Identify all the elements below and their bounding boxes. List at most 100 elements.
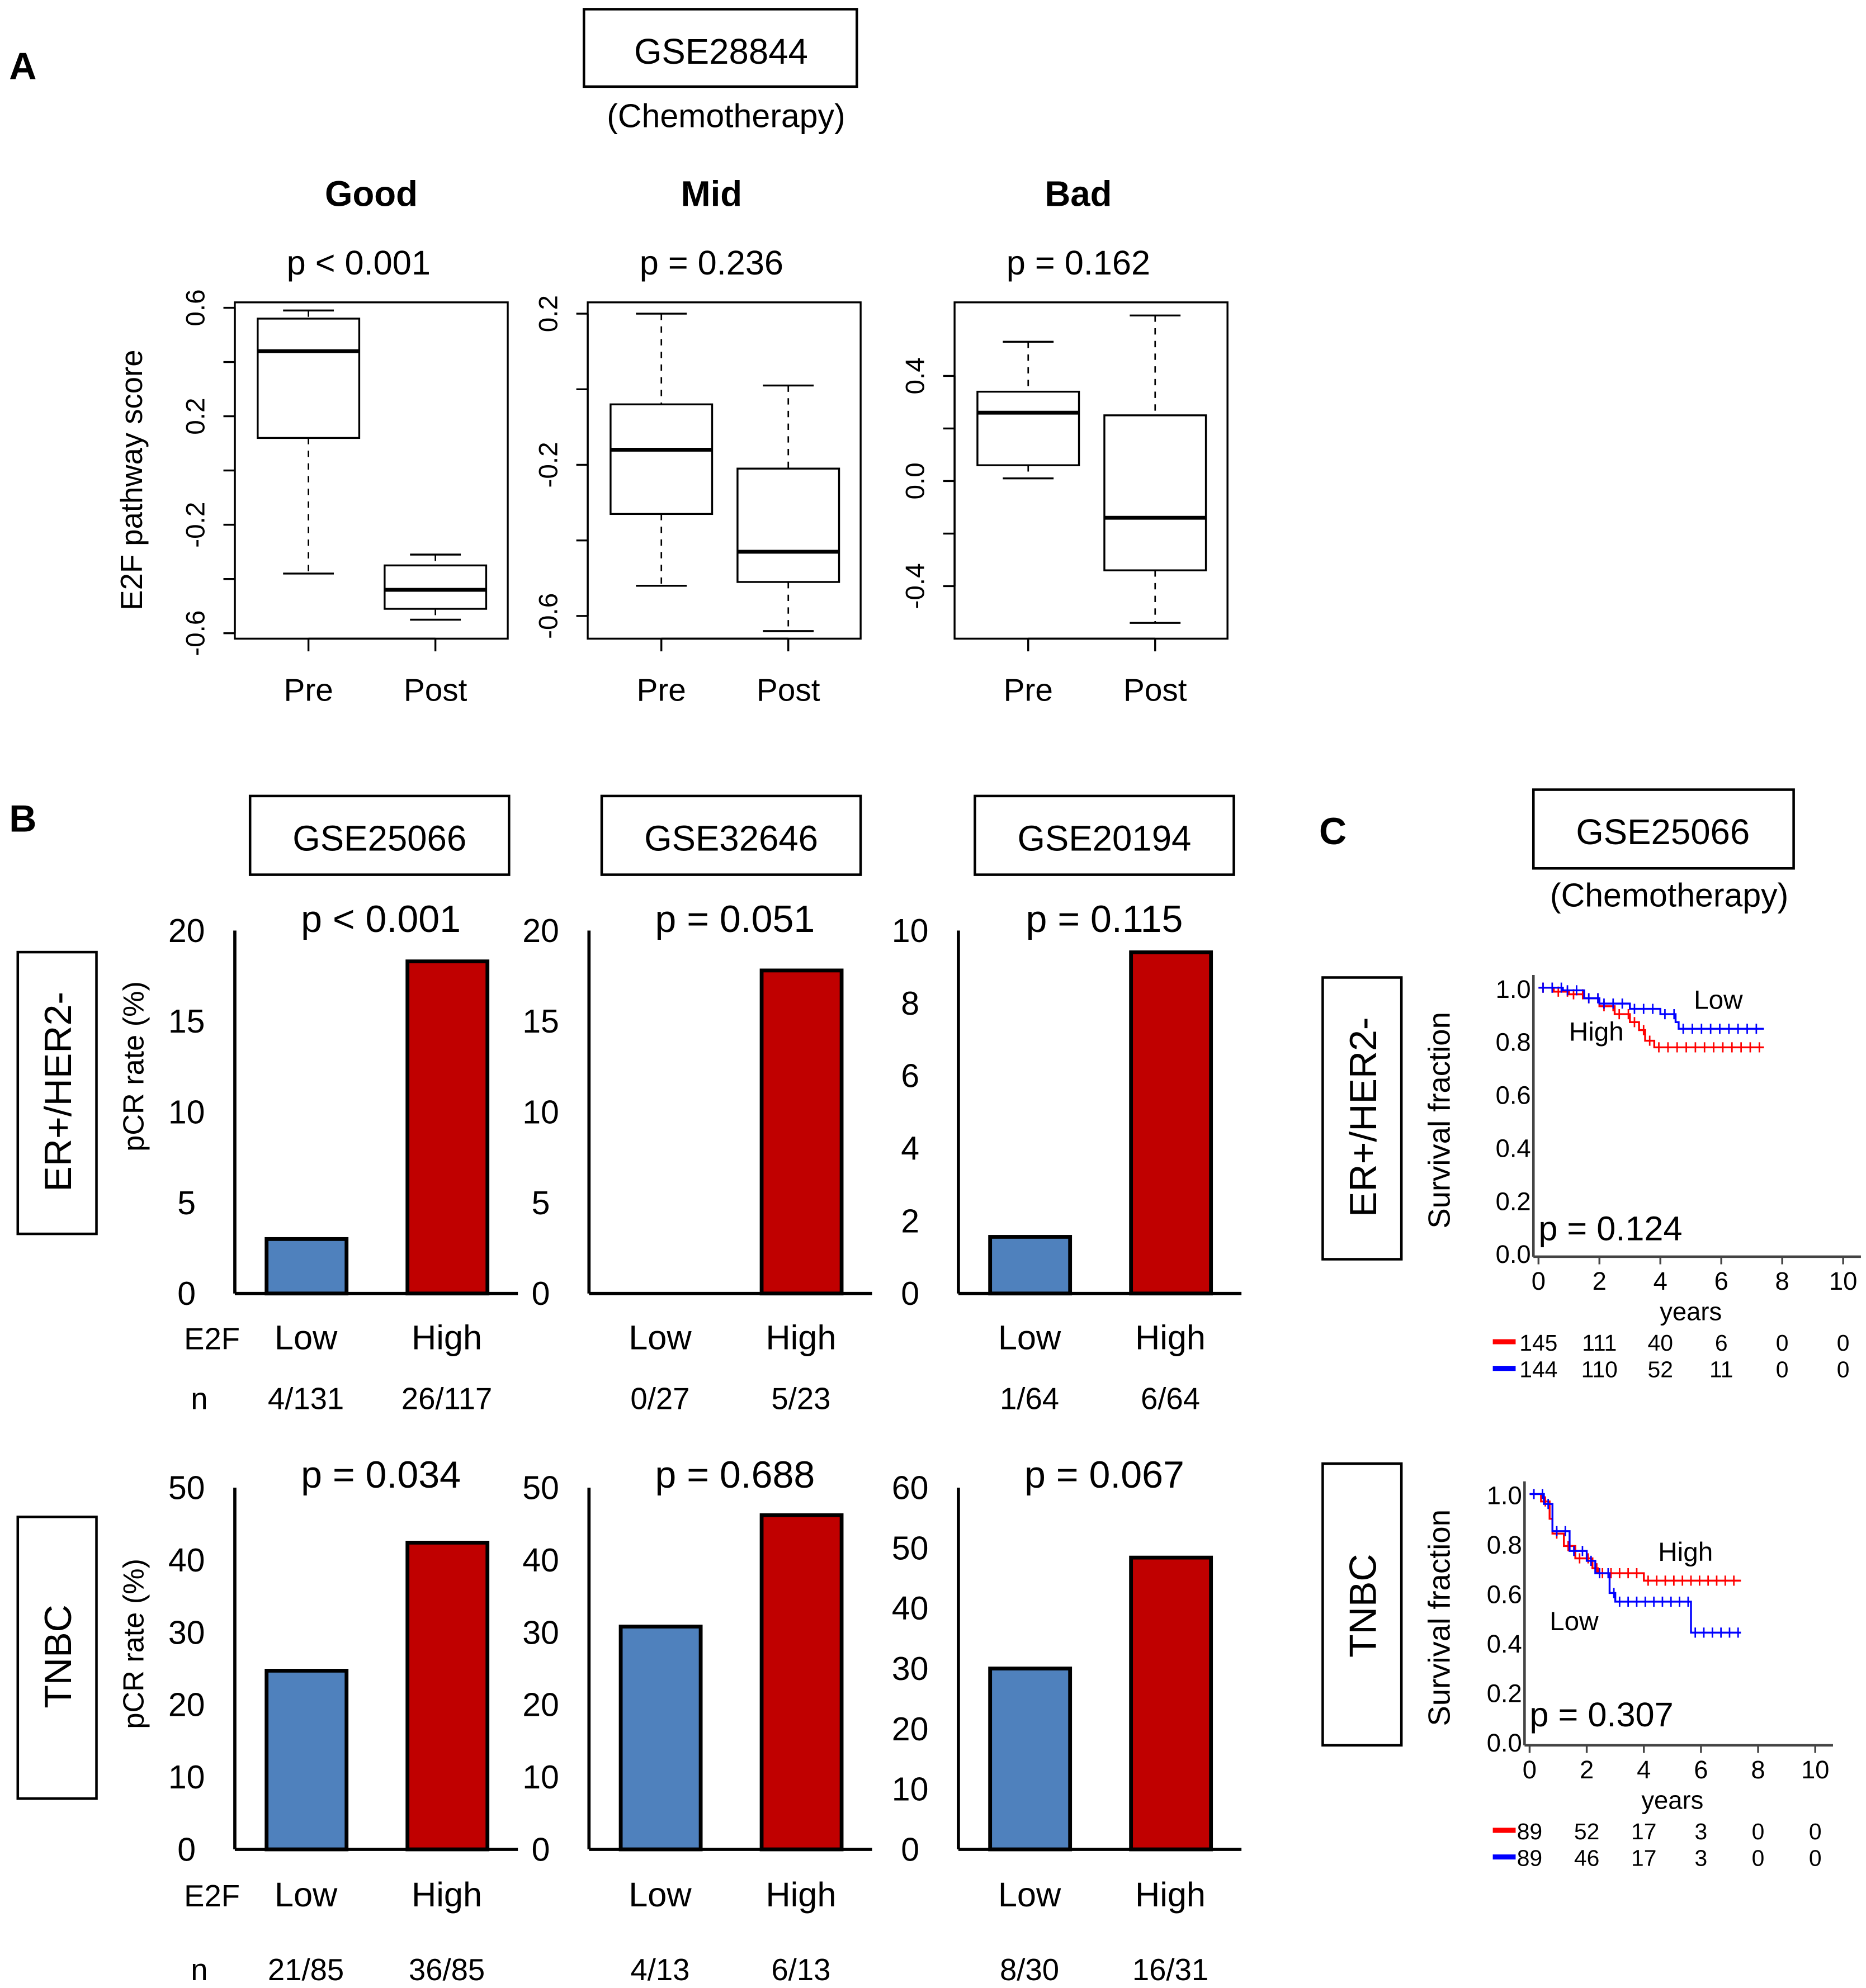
n-count: 6/64 [1141, 1381, 1200, 1416]
x-tick-label: 8 [1775, 1267, 1789, 1295]
n-label: n [191, 1953, 207, 1987]
y-tick-label: 0.6 [1496, 1081, 1531, 1110]
subtitle-a: (Chemotherapy) [607, 98, 845, 135]
y-tick-label: 0.2 [181, 397, 210, 434]
bar-low [988, 1235, 1073, 1296]
x-tick-label: Post [404, 673, 467, 708]
at-risk-count: 3 [1695, 1845, 1708, 1871]
x-category-label: Low [629, 1876, 692, 1914]
y-tick-label: 4 [901, 1130, 919, 1167]
dataset-box [600, 794, 862, 876]
x-tick-label: Pre [284, 673, 333, 708]
p-value: p < 0.001 [301, 898, 461, 940]
y-tick-label: 10 [892, 1771, 929, 1808]
y-tick-label: 0.2 [1496, 1187, 1531, 1215]
y-tick-label: 5 [532, 1185, 550, 1222]
box [610, 403, 714, 515]
row-label: ER+/HER2- [37, 992, 79, 1192]
y-tick-label: 10 [168, 1759, 205, 1796]
y-tick-label: 0 [901, 1831, 919, 1868]
km-curve-high [1529, 1493, 1741, 1582]
at-risk-count: 40 [1648, 1330, 1673, 1356]
x-tick-label: 8 [1751, 1755, 1765, 1784]
box [976, 390, 1080, 466]
x-tick-label: 0 [1523, 1755, 1537, 1784]
x-tick-label: Post [1123, 673, 1187, 708]
bar-high [405, 959, 490, 1296]
x-category-label: High [766, 1876, 836, 1914]
y-tick-label: 0.0 [1496, 1240, 1531, 1268]
at-risk-count: 52 [1648, 1357, 1673, 1383]
y-tick-label: 0.0 [1487, 1729, 1522, 1757]
x-category-label: Low [629, 1319, 692, 1357]
y-tick-label: 0.4 [901, 357, 930, 394]
at-risk-count: 89 [1517, 1845, 1542, 1871]
x-tick-label: 0 [1532, 1267, 1546, 1295]
at-risk-count: 0 [1752, 1845, 1765, 1871]
at-risk-count: 17 [1631, 1819, 1656, 1844]
y-tick-label: 40 [168, 1542, 205, 1579]
at-risk-count: 0 [1776, 1330, 1789, 1356]
bar-low [618, 1625, 703, 1852]
x-axis-label: years [1660, 1297, 1722, 1326]
n-count: 6/13 [771, 1953, 830, 1987]
y-tick-label: 30 [522, 1614, 559, 1651]
subtitle-c: (Chemotherapy) [1550, 877, 1788, 913]
curve-label: Low [1694, 986, 1743, 1015]
y-tick-label: 20 [168, 912, 205, 949]
y-tick-label: 50 [892, 1530, 929, 1566]
dataset-title: GSE32646 [644, 818, 818, 858]
at-risk-count: 3 [1695, 1819, 1708, 1844]
dataset-box [974, 794, 1235, 876]
at-risk-count: 11 [1709, 1357, 1733, 1383]
y-tick-label: 40 [892, 1590, 929, 1627]
p-value: p = 0.236 [640, 244, 783, 282]
n-count: 5/23 [771, 1381, 830, 1416]
y-tick-label: -0.6 [534, 593, 564, 639]
y-tick-label: 0.6 [181, 289, 210, 326]
x-tick-label: 10 [1829, 1267, 1858, 1295]
bar-high [759, 1513, 844, 1852]
y-tick-label: 5 [177, 1185, 196, 1222]
x-tick-label: Pre [1004, 673, 1053, 708]
dataset-title-a: GSE28844 [634, 32, 808, 72]
y-tick-label: 0 [901, 1275, 919, 1312]
y-tick-label: 2 [901, 1203, 919, 1239]
row-label: TNBC [1342, 1554, 1385, 1657]
y-tick-label: 1.0 [1496, 975, 1531, 1004]
y-tick-label: 6 [901, 1058, 919, 1095]
at-risk-count: 145 [1519, 1330, 1557, 1356]
x-tick-label: 4 [1654, 1267, 1667, 1295]
x-tick-label: 2 [1580, 1755, 1594, 1784]
y-tick-label: 0.8 [1487, 1531, 1522, 1559]
at-risk-count: 111 [1582, 1330, 1617, 1356]
y-tick-label: 15 [522, 1003, 559, 1040]
group-title: Bad [1045, 174, 1112, 214]
x-tick-label: Pre [637, 673, 686, 708]
at-risk-count: 0 [1809, 1845, 1822, 1871]
dataset-title: GSE25066 [292, 818, 466, 858]
at-risk-count: 17 [1631, 1845, 1656, 1871]
y-axis-label-c: Survival fraction [1422, 1509, 1456, 1726]
x-axis-label: years [1641, 1786, 1703, 1814]
e2f-label: E2F [184, 1322, 240, 1356]
y-tick-label: 20 [522, 912, 559, 949]
at-risk-count: 0 [1837, 1330, 1850, 1356]
n-count: 4/131 [268, 1381, 344, 1416]
n-count: 1/64 [1000, 1381, 1059, 1416]
km-curve-low [1538, 986, 1764, 1030]
y-tick-label: -0.2 [181, 502, 210, 548]
y-tick-label: 15 [168, 1003, 205, 1040]
km-curve-high [1538, 986, 1764, 1049]
p-value: p = 0.034 [301, 1454, 461, 1496]
bar-low [264, 1237, 349, 1296]
y-axis-label-c: Survival fraction [1422, 1012, 1456, 1228]
dataset-title: GSE20194 [1017, 818, 1191, 858]
at-risk-count: 144 [1519, 1357, 1557, 1383]
bar-high [759, 968, 844, 1296]
n-count: 4/13 [630, 1953, 689, 1987]
x-category-label: High [412, 1319, 482, 1357]
n-count: 16/31 [1132, 1953, 1208, 1987]
y-axis-label-b: pCR rate (%) [118, 981, 150, 1152]
